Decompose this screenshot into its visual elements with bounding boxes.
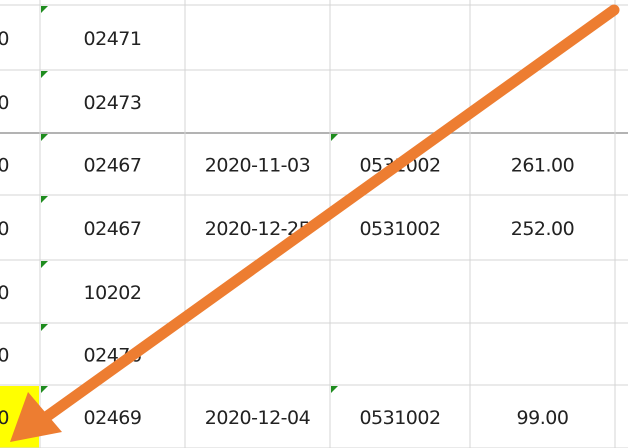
- cell-text: 0: [0, 92, 9, 114]
- arrow-head: [10, 392, 62, 442]
- cell-text: 261.00: [511, 155, 574, 177]
- cell-text: 02469: [84, 407, 142, 429]
- cell-indicator: [41, 386, 48, 393]
- cell-text: 0531002: [359, 407, 440, 429]
- cell-text: 2020-12-25: [205, 218, 310, 240]
- cell-text: 2020-12-04: [205, 407, 311, 429]
- cell-indicator: [331, 134, 338, 141]
- cell-indicator: [41, 6, 48, 13]
- cell-indicator: [41, 261, 48, 268]
- cell-text: 10202: [84, 282, 142, 304]
- cell-text: 02467: [84, 218, 142, 240]
- cell-text: 0: [0, 345, 9, 367]
- cell-indicator: [41, 324, 48, 331]
- cell-text: 99.00: [517, 407, 569, 429]
- cell-text: 02467: [84, 155, 142, 177]
- annotation-arrow: [10, 4, 620, 442]
- cell-indicator: [331, 386, 338, 393]
- cell-text: 02473: [84, 92, 142, 114]
- cell-indicator: [41, 71, 48, 78]
- cell-text: 0: [0, 282, 9, 304]
- cell-text: 0: [0, 218, 9, 240]
- cell-text: 0: [0, 28, 9, 50]
- cell-text: 0: [0, 407, 9, 429]
- cell-text: 252.00: [511, 218, 574, 240]
- cell-text: 0531002: [359, 218, 440, 240]
- cell-text: 0: [0, 155, 9, 177]
- cell-indicator: [41, 134, 48, 141]
- cell-text: 2020-11-03: [205, 155, 310, 177]
- arrow-shaft: [36, 4, 620, 426]
- cell-text: 02471: [84, 28, 142, 50]
- cell-indicator: [41, 196, 48, 203]
